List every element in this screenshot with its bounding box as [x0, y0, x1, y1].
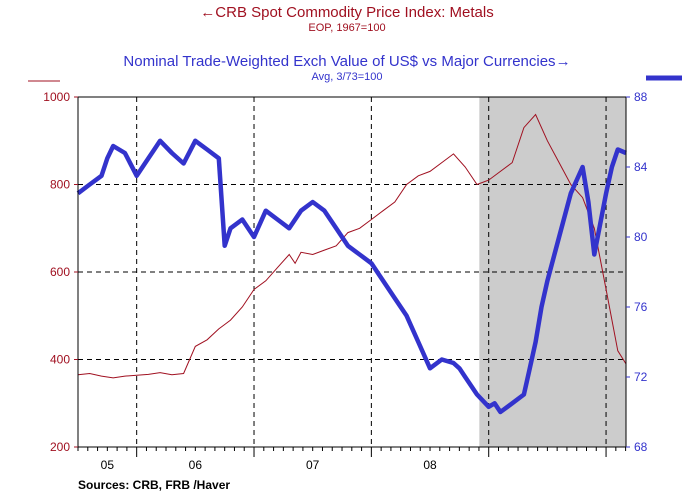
tick-label-left: 1000	[43, 90, 70, 104]
tick-label-right: 84	[634, 160, 648, 174]
gridlines	[78, 97, 626, 447]
series-dollar-line	[76, 138, 627, 415]
tick-label-right: 76	[634, 300, 648, 314]
chart-subtitle: EOP, 1967=100	[308, 22, 386, 34]
tick-label-x: 08	[423, 458, 437, 472]
tick-label-left: 800	[50, 178, 70, 192]
tick-label-right: 88	[634, 90, 648, 104]
arrow-left-icon: ←	[200, 4, 216, 21]
chart-title-text: CRB Spot Commodity Price Index: Metals	[215, 4, 494, 21]
tick-label-left: 200	[50, 440, 70, 454]
tick-label-right: 72	[634, 370, 648, 384]
chart-title: ←CRB Spot Commodity Price Index: Metals	[0, 4, 694, 21]
tick-label-right: 68	[634, 440, 648, 454]
tick-label-x: 06	[189, 458, 203, 472]
chart-title-2: Nominal Trade-Weighted Exch Value of US$…	[0, 53, 694, 70]
chart-title-2-text: Nominal Trade-Weighted Exch Value of US$…	[123, 53, 556, 70]
tick-label-x: 07	[306, 458, 320, 472]
axis-right: 68 72 76 80 84 88	[626, 90, 648, 454]
axis-x: 05 06 07 08	[77, 447, 627, 472]
tick-label-left: 400	[50, 353, 70, 367]
axis-left: 200 400 600 800 1000	[43, 90, 78, 454]
chart-subtitle-2: Avg, 3/73=100	[311, 71, 383, 83]
tick-label-right: 80	[634, 230, 648, 244]
source-note: Sources: CRB, FRB /Haver	[78, 478, 231, 492]
tick-label-left: 600	[50, 265, 70, 279]
arrow-right-icon: →	[555, 53, 571, 70]
tick-label-x: 05	[101, 458, 115, 472]
